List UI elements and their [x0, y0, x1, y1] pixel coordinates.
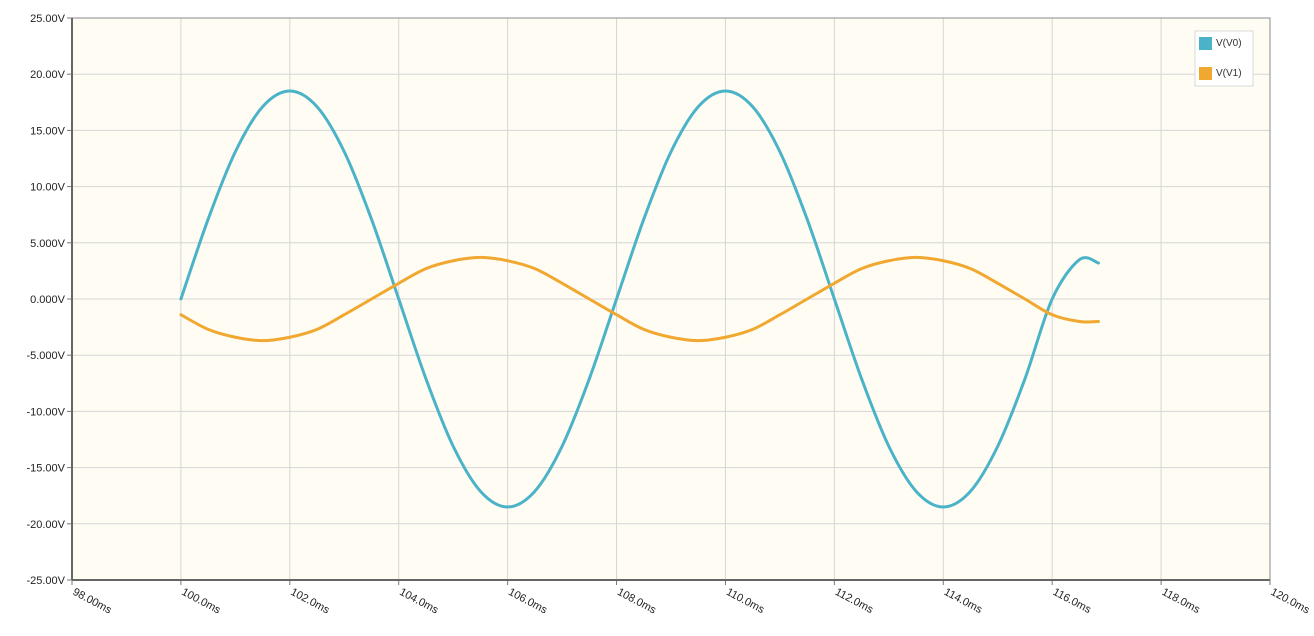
x-tick-label: 120.0ms	[1269, 586, 1312, 617]
x-tick-label: 118.0ms	[1160, 586, 1203, 616]
x-tick-label: 116.0ms	[1051, 586, 1094, 616]
y-tick-label: 10.00V	[30, 182, 66, 194]
x-tick-label: 106.0ms	[506, 586, 549, 617]
y-tick-label: -15.00V	[26, 463, 65, 475]
legend-swatch	[1199, 37, 1212, 50]
legend-label: V(V0)	[1216, 38, 1242, 49]
y-tick-label: 25.00V	[30, 13, 66, 25]
x-tick-label: 104.0ms	[397, 586, 440, 617]
y-tick-label: 20.00V	[30, 69, 66, 81]
x-tick-label: 112.0ms	[833, 586, 876, 616]
y-tick-label: 0.000V	[30, 294, 66, 306]
y-tick-label: -20.00V	[26, 519, 65, 531]
legend-label: V(V1)	[1216, 68, 1242, 79]
y-tick-label: -5.000V	[26, 350, 65, 362]
x-tick-label: 100.0ms	[180, 586, 223, 617]
y-tick-label: 15.00V	[30, 125, 66, 137]
x-tick-label: 98.00ms	[71, 586, 114, 617]
x-tick-label: 102.0ms	[288, 586, 331, 617]
y-tick-label: 5.000V	[30, 238, 66, 250]
x-tick-label: 114.0ms	[942, 586, 985, 616]
x-tick-label: 108.0ms	[615, 586, 658, 617]
legend-swatch	[1199, 67, 1212, 80]
y-tick-label: -25.00V	[26, 575, 65, 587]
x-tick-label: 110.0ms	[724, 586, 767, 616]
y-tick-label: -10.00V	[26, 406, 65, 418]
legend: V(V0) V(V1)	[1195, 31, 1253, 86]
